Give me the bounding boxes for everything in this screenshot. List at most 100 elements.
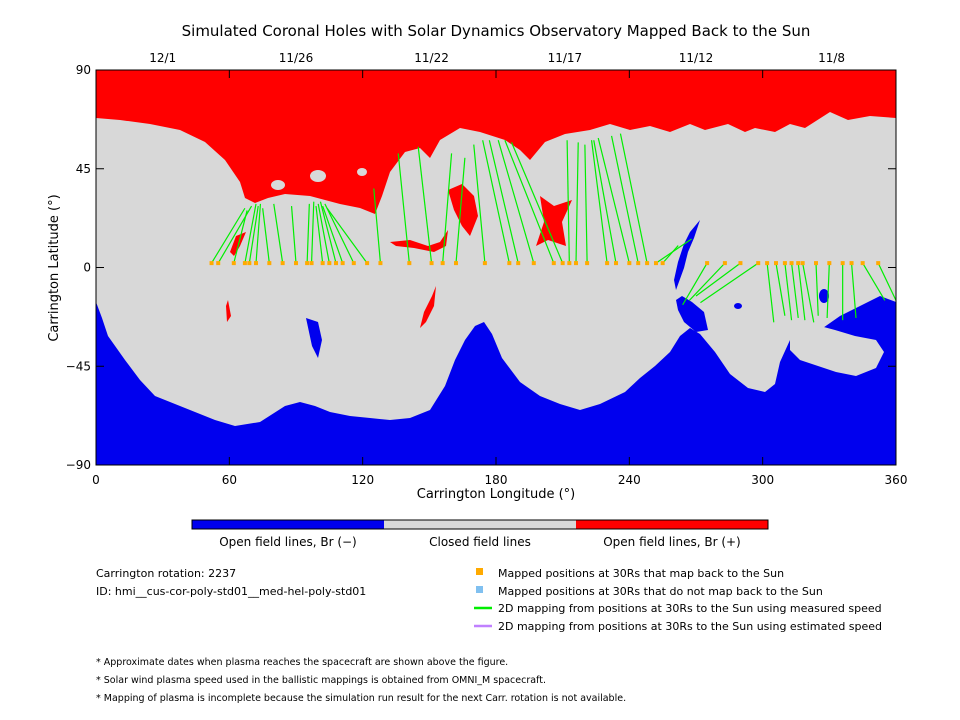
top-date-labels: 12/1 11/26 11/22 11/17 11/12 11/8 (149, 51, 845, 65)
top-date-label: 11/22 (414, 51, 449, 65)
mapped-position-marker (840, 261, 845, 266)
field-line (373, 188, 382, 264)
field-line (211, 207, 246, 264)
field-line (248, 205, 259, 264)
colorbar-positive (576, 520, 768, 529)
mapped-position-marker (849, 261, 854, 266)
field-line (455, 157, 466, 264)
field-line (775, 263, 786, 316)
mapped-position-marker (827, 261, 832, 266)
field-line (326, 207, 368, 264)
x-tick-label: 60 (222, 473, 237, 487)
x-axis-label: Carrington Longitude (°) (417, 487, 575, 502)
mapped-position-marker (551, 261, 556, 266)
positive-open-patch (390, 230, 448, 252)
mapped-position-marker (507, 261, 512, 266)
mapped-position-marker (636, 261, 641, 266)
field-line (262, 208, 270, 264)
y-tick-label: 90 (76, 63, 91, 77)
chart-title: Simulated Coronal Holes with Solar Dynam… (182, 22, 811, 40)
field-line (566, 140, 570, 264)
mapped-position-marker (660, 261, 665, 266)
field-line (597, 137, 630, 264)
field-line (862, 262, 886, 301)
mapped-position-marker (429, 261, 434, 266)
mapped-position-marker (340, 261, 345, 266)
field-line (619, 133, 648, 264)
closed-island (357, 168, 367, 176)
field-line (417, 146, 433, 264)
legend-mapped-label: Mapped positions at 30Rs that map back t… (498, 567, 784, 580)
mapped-position-marker (294, 261, 298, 266)
mapped-position-marker (585, 261, 590, 266)
mapped-position-marker (645, 261, 650, 266)
carrington-rotation: Carrington rotation: 2237 (96, 567, 236, 580)
field-line (310, 201, 315, 264)
closed-island (310, 170, 326, 182)
negative-open-region (96, 296, 896, 465)
mapped-position-marker (327, 261, 332, 266)
field-line (700, 262, 759, 304)
run-id: ID: hmi__cus-cor-poly-std01__med-hel-pol… (96, 585, 366, 598)
y-tick-label: −45 (66, 359, 91, 373)
mapped-position-marker (280, 261, 285, 266)
legend-unmapped-marker (476, 586, 483, 593)
mapped-position-marker (860, 261, 865, 266)
mapped-position-marker (482, 261, 487, 266)
x-tick-label: 0 (92, 473, 100, 487)
colorbar-negative (192, 520, 384, 529)
colorbar-label-negative: Open field lines, Br (−) (219, 535, 357, 549)
field-line (273, 203, 284, 264)
mapped-position-marker (309, 261, 314, 266)
field-line (590, 140, 608, 264)
mapped-position-marker (254, 261, 258, 266)
field-line (497, 140, 535, 264)
mapped-position-marker (320, 261, 325, 266)
x-tick-label: 360 (885, 473, 908, 487)
field-line (482, 140, 510, 264)
top-date-label: 11/8 (818, 51, 845, 65)
x-tick-label: 120 (351, 473, 374, 487)
field-line (797, 263, 806, 321)
colorbar-label-positive: Open field lines, Br (+) (603, 535, 741, 549)
mapped-position-marker (305, 261, 310, 266)
negative-open-patch (676, 296, 708, 332)
positive-open-patch (420, 286, 436, 328)
x-tick-label: 240 (618, 473, 641, 487)
field-line (322, 205, 344, 264)
negative-open-patch (866, 321, 882, 331)
legend-unmapped-label: Mapped positions at 30Rs that do not map… (498, 585, 823, 598)
closed-island (790, 322, 884, 376)
field-line (610, 135, 639, 264)
field-line (324, 203, 355, 264)
field-line (662, 245, 679, 264)
positive-open-patch (536, 196, 572, 246)
mapped-position-marker (574, 261, 578, 266)
mapped-position-marker (378, 261, 383, 266)
note-dates: * Approximate dates when plasma reaches … (96, 657, 508, 668)
field-line-mappings (211, 133, 896, 323)
mapped-position-marker (774, 261, 778, 266)
field-line (244, 203, 257, 264)
colorbar-closed (384, 520, 576, 529)
field-line (688, 262, 726, 301)
field-line (442, 153, 453, 264)
mapped-position-marker (800, 261, 805, 266)
positive-open-region (96, 70, 896, 214)
mapped-position-marker (365, 261, 370, 266)
top-date-label: 11/12 (679, 51, 714, 65)
field-line (682, 262, 708, 306)
mapped-position-marker (231, 261, 236, 266)
mapped-position-marker (216, 261, 221, 266)
field-line (290, 206, 297, 264)
negative-open-patch (306, 318, 322, 358)
mapped-position-marker (334, 261, 338, 266)
field-line (784, 263, 793, 321)
top-date-label: 12/1 (149, 51, 176, 65)
mapped-position-marker (654, 261, 658, 266)
field-line (504, 140, 555, 264)
mapped-position-marker (407, 261, 412, 266)
y-tick-label: 45 (76, 162, 91, 176)
mapped-position-marker (756, 261, 761, 266)
